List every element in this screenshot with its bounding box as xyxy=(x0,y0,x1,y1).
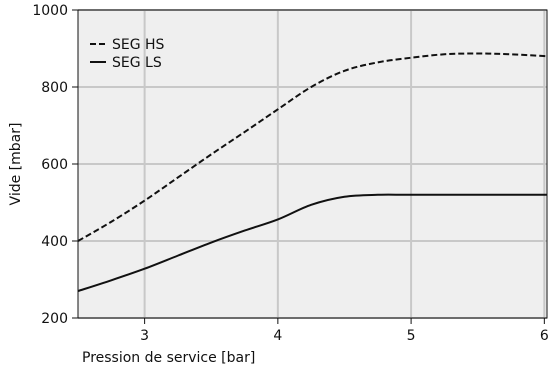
x-axis-ticks: 3 4 5 6 xyxy=(140,318,549,344)
x-tick-label: 5 xyxy=(407,328,416,344)
series-line-seg-hs xyxy=(77,52,548,242)
y-axis-title: Vide [mbar] xyxy=(8,123,24,206)
legend: SEG HS SEG LS xyxy=(90,37,165,71)
x-tick-label: 6 xyxy=(540,328,549,344)
y-tick-label: 600 xyxy=(41,157,68,173)
x-axis-title: Pression de service [bar] xyxy=(82,350,255,366)
x-tick-label: 4 xyxy=(273,328,282,344)
y-tick-label: 800 xyxy=(41,80,68,96)
y-tick-label: 1000 xyxy=(32,3,68,19)
series-line-seg-ls xyxy=(77,193,547,293)
y-tick-label: 200 xyxy=(41,311,68,327)
y-axis-ticks: 200 400 600 800 1000 xyxy=(32,3,78,327)
y-tick-label: 400 xyxy=(41,234,68,250)
series-lines xyxy=(77,52,548,293)
legend-label: SEG LS xyxy=(112,55,162,71)
x-tick-label: 3 xyxy=(140,328,149,344)
legend-label: SEG HS xyxy=(112,37,165,53)
